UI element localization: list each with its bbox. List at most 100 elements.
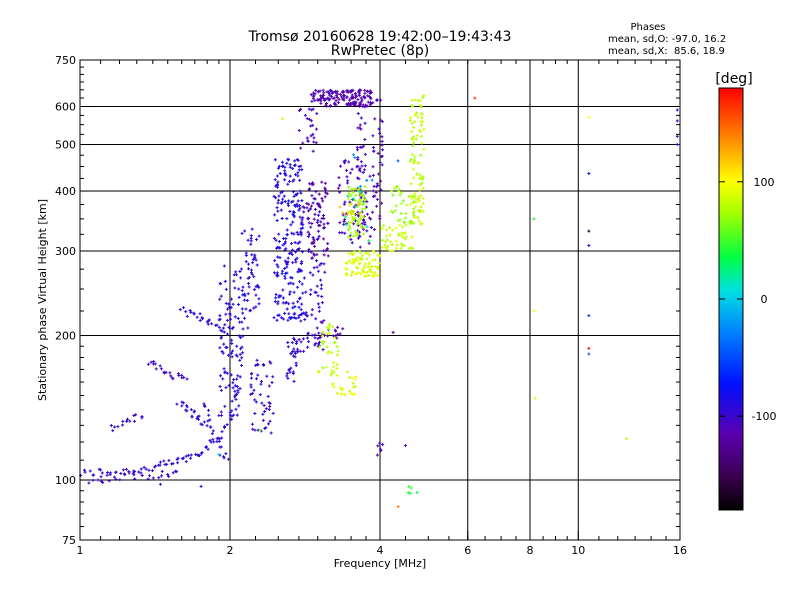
- data-point: [291, 282, 295, 286]
- data-point: [330, 371, 334, 375]
- data-point: [261, 418, 265, 422]
- data-point: [415, 133, 419, 137]
- data-point: [312, 217, 316, 221]
- data-point: [257, 297, 261, 301]
- data-point: [371, 101, 375, 105]
- data-point: [182, 456, 186, 460]
- data-point: [413, 155, 417, 159]
- data-point: [185, 409, 189, 413]
- data-point: [362, 215, 366, 219]
- data-point: [158, 460, 162, 464]
- data-point: [295, 202, 299, 206]
- data-point: [285, 307, 289, 311]
- data-point: [315, 284, 319, 288]
- data-point: [283, 267, 287, 271]
- data-point: [418, 176, 422, 180]
- data-point: [253, 411, 257, 415]
- data-point: [363, 88, 367, 92]
- data-point: [218, 437, 222, 441]
- data-point: [202, 404, 206, 408]
- data-point: [313, 212, 317, 216]
- data-point: [378, 161, 382, 165]
- data-point: [278, 171, 282, 175]
- data-point: [285, 233, 289, 237]
- data-point: [333, 101, 337, 105]
- data-point: [401, 199, 405, 203]
- data-point: [297, 247, 301, 251]
- data-point: [307, 202, 311, 206]
- data-point: [311, 149, 315, 153]
- data-point: [412, 221, 416, 225]
- data-point: [418, 130, 422, 134]
- data-point: [319, 220, 323, 224]
- data-point: [267, 384, 271, 388]
- data-point: [320, 334, 324, 338]
- data-point: [268, 419, 272, 423]
- data-point: [354, 104, 358, 108]
- data-point: [394, 239, 398, 243]
- data-point: [284, 271, 288, 275]
- data-point: [393, 186, 397, 190]
- data-point: [286, 318, 290, 322]
- data-point: [230, 355, 234, 359]
- data-point: [421, 202, 425, 206]
- data-point: [299, 233, 303, 237]
- data-point: [240, 345, 244, 349]
- data-point: [314, 141, 318, 145]
- data-point: [320, 216, 324, 220]
- data-point: [190, 415, 194, 419]
- data-point: [378, 214, 382, 218]
- data-point: [289, 223, 293, 227]
- data-point: [256, 363, 260, 367]
- data-point: [297, 208, 301, 212]
- data-point: [232, 413, 236, 417]
- data-point: [332, 385, 336, 389]
- data-point: [302, 337, 306, 341]
- data-point: [371, 195, 375, 199]
- data-point: [245, 299, 249, 303]
- data-point: [182, 306, 186, 310]
- data-point: [358, 88, 362, 92]
- data-point: [365, 257, 369, 261]
- data-point: [255, 377, 259, 381]
- data-point: [297, 305, 301, 309]
- data-point: [241, 351, 245, 355]
- data-point: [231, 349, 235, 353]
- data-point: [409, 486, 413, 490]
- data-point: [300, 312, 304, 316]
- data-point: [244, 307, 248, 311]
- data-point: [298, 189, 302, 193]
- data-point: [357, 203, 361, 207]
- data-point: [309, 93, 313, 97]
- data-point: [329, 373, 333, 377]
- y-tick-label: 400: [55, 185, 76, 198]
- data-point: [334, 103, 338, 107]
- data-point: [185, 314, 189, 318]
- data-point: [241, 334, 245, 338]
- data-point: [358, 271, 362, 275]
- data-point: [275, 271, 279, 275]
- data-point: [170, 462, 174, 466]
- data-point: [182, 376, 186, 380]
- data-point: [294, 173, 298, 177]
- data-point: [277, 246, 281, 250]
- data-point: [283, 240, 287, 244]
- data-point: [294, 193, 298, 197]
- data-point: [332, 340, 336, 344]
- data-point: [409, 157, 413, 161]
- data-point: [275, 218, 279, 222]
- data-point: [401, 236, 405, 240]
- data-point: [410, 235, 414, 239]
- data-point: [345, 272, 349, 276]
- data-point: [360, 164, 364, 168]
- data-point: [336, 325, 340, 329]
- data-point: [372, 184, 376, 188]
- data-point: [329, 89, 333, 93]
- data-point: [343, 161, 347, 165]
- data-point: [359, 96, 363, 100]
- data-point: [114, 470, 118, 474]
- data-point: [363, 274, 367, 278]
- data-point: [360, 222, 364, 226]
- data-point: [288, 292, 292, 296]
- x-tick-label: 16: [673, 544, 687, 557]
